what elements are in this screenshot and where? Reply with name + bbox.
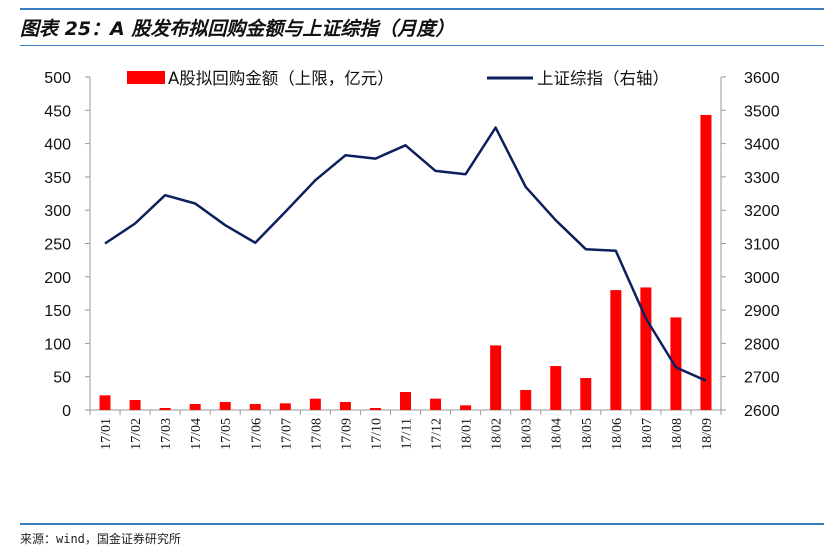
bar bbox=[670, 317, 682, 410]
x-tick-label: 17/06 bbox=[249, 418, 264, 450]
x-tick-label: 18/07 bbox=[640, 418, 655, 450]
bar bbox=[610, 290, 622, 410]
bar bbox=[700, 114, 712, 410]
x-tick-label: 17/04 bbox=[189, 418, 204, 450]
x-tick-label: 18/06 bbox=[610, 418, 625, 450]
right-tick-label: 3100 bbox=[744, 237, 780, 254]
bar bbox=[430, 398, 442, 410]
bar bbox=[400, 392, 411, 410]
bar bbox=[99, 395, 111, 410]
bar bbox=[249, 404, 261, 410]
source-note: 来源：wind，国金证券研究所 bbox=[20, 532, 181, 546]
x-tick-label: 17/03 bbox=[159, 418, 174, 450]
right-tick-label: 2600 bbox=[744, 403, 780, 420]
left-tick-label: 150 bbox=[44, 303, 71, 320]
bar bbox=[219, 402, 231, 410]
bar bbox=[159, 408, 171, 410]
right-tick-label: 2700 bbox=[744, 370, 780, 387]
x-tick-label: 18/08 bbox=[670, 418, 685, 450]
bottom-rule bbox=[20, 523, 824, 525]
left-tick-label: 450 bbox=[44, 103, 71, 120]
legend-bar-label: A股拟回购金额（上限，亿元） bbox=[168, 69, 394, 88]
left-tick-label: 250 bbox=[44, 237, 71, 254]
right-tick-label: 3300 bbox=[744, 170, 780, 187]
bar bbox=[550, 366, 562, 410]
x-tick-label: 17/12 bbox=[430, 418, 445, 450]
bar bbox=[490, 345, 502, 410]
chart-title: 图表 25：A 股发布拟回购金额与上证综指（月度） bbox=[20, 18, 455, 40]
legend-bar-swatch bbox=[127, 71, 165, 84]
x-tick-label: 17/07 bbox=[279, 418, 294, 450]
right-tick-label: 3600 bbox=[744, 70, 780, 87]
right-tick-label: 3500 bbox=[744, 103, 780, 120]
top-rule bbox=[20, 8, 824, 10]
left-tick-label: 100 bbox=[44, 336, 71, 353]
x-tick-label: 17/11 bbox=[400, 418, 415, 449]
right-tick-label: 3000 bbox=[744, 270, 780, 287]
left-tick-label: 200 bbox=[44, 270, 71, 287]
bar bbox=[189, 404, 201, 410]
bar bbox=[520, 390, 532, 410]
left-tick-label: 350 bbox=[44, 170, 71, 187]
x-tick-label: 18/05 bbox=[580, 418, 595, 450]
bar bbox=[279, 403, 291, 410]
x-tick-label: 17/08 bbox=[309, 418, 324, 450]
x-tick-label: 18/01 bbox=[460, 418, 475, 450]
x-tick-label: 17/09 bbox=[339, 418, 354, 450]
left-tick-label: 500 bbox=[44, 70, 71, 87]
x-tick-label: 18/09 bbox=[700, 418, 715, 450]
bar bbox=[460, 405, 472, 410]
bar bbox=[339, 402, 351, 410]
x-tick-label: 17/10 bbox=[369, 418, 384, 450]
bar bbox=[369, 408, 381, 410]
right-tick-label: 2800 bbox=[744, 336, 780, 353]
x-tick-label: 18/04 bbox=[550, 418, 565, 450]
bar bbox=[640, 287, 652, 410]
left-tick-label: 300 bbox=[44, 203, 71, 220]
bar bbox=[129, 400, 141, 410]
x-tick-label: 17/02 bbox=[129, 418, 144, 450]
bar bbox=[309, 398, 321, 410]
right-tick-label: 3200 bbox=[744, 203, 780, 220]
x-tick-label: 17/01 bbox=[99, 418, 114, 450]
index-line bbox=[104, 126, 707, 382]
bar bbox=[580, 378, 592, 410]
combo-chart: 0 50 100 150 200 250 300 350 400 450 500 2600 2700 28… bbox=[44, 69, 780, 450]
title-rule bbox=[20, 45, 824, 46]
right-tick-label: 2900 bbox=[744, 303, 780, 320]
left-tick-label: 50 bbox=[53, 370, 71, 387]
right-tick-label: 3400 bbox=[744, 137, 780, 154]
legend-line-label: 上证综指（右轴） bbox=[537, 69, 669, 88]
left-tick-label: 400 bbox=[44, 137, 71, 154]
x-tick-label: 17/05 bbox=[219, 418, 234, 450]
x-tick-label: 18/03 bbox=[520, 418, 535, 450]
x-tick-label: 18/02 bbox=[490, 418, 505, 450]
left-tick-label: 0 bbox=[62, 403, 71, 420]
